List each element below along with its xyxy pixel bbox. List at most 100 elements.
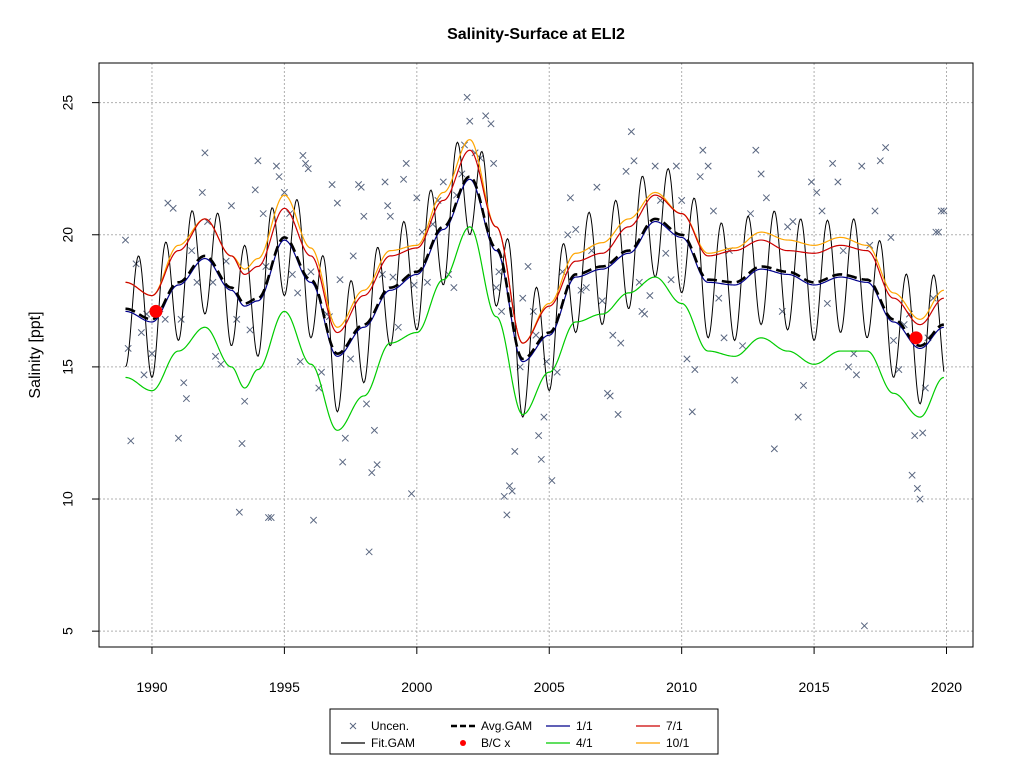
uncensored-point	[349, 252, 357, 260]
uncensored-point	[553, 368, 561, 376]
uncensored-point	[389, 273, 397, 281]
uncensored-point	[937, 207, 945, 215]
uncensored-point	[238, 439, 246, 448]
uncensored-point	[402, 159, 410, 167]
uncensored-point	[394, 323, 402, 331]
uncensored-point	[336, 276, 344, 284]
y-tick-label: 10	[60, 491, 76, 507]
uncensored-point	[362, 400, 371, 408]
uncensored-point	[537, 455, 545, 463]
uncensored-point	[365, 548, 373, 556]
uncensored-point	[535, 432, 543, 440]
uncensored-point	[866, 241, 874, 249]
uncensored-point	[127, 437, 135, 445]
uncensored-point	[328, 181, 336, 189]
uncensored-point	[818, 207, 826, 215]
uncensored-point	[882, 144, 890, 152]
uncensored-point	[495, 268, 503, 276]
uncensored-point	[384, 202, 392, 210]
uncensored-point	[463, 93, 471, 101]
uncensored-point	[839, 247, 847, 255]
uncensored-point	[360, 212, 368, 220]
legend-swatch-bc	[460, 740, 466, 746]
y-tick-label: 5	[60, 627, 76, 635]
uncensored-point	[852, 371, 861, 379]
uncensored-point	[423, 278, 431, 286]
uncensored-point	[180, 379, 188, 387]
x-tick-label: 1990	[136, 679, 167, 695]
uncensored-point	[617, 339, 625, 347]
legend-label: 1/1	[576, 719, 593, 733]
uncensored-point	[487, 120, 495, 128]
uncensored-point	[275, 173, 283, 181]
series-7-1-line	[125, 149, 944, 344]
y-tick-label: 15	[60, 359, 76, 375]
uncensored-point	[498, 307, 506, 315]
uncensored-point	[339, 458, 347, 466]
uncensored-point	[193, 278, 201, 286]
uncensored-point	[641, 310, 649, 318]
plot-frame	[98, 62, 974, 648]
legend-box	[329, 708, 719, 755]
uncensored-point	[511, 447, 519, 456]
uncensored-point	[908, 471, 916, 479]
uncensored-point	[688, 408, 696, 416]
uncensored-point	[709, 207, 718, 215]
uncensored-point	[148, 350, 156, 358]
uncensored-point	[299, 151, 307, 160]
legend: Uncen. Fit.GAM Avg.GAM B/C x 1/1 4/1 7/1 10/1	[329, 708, 719, 755]
uncensored-point	[696, 173, 704, 181]
x-tick-label: 2020	[931, 679, 962, 695]
uncensored-point	[222, 257, 230, 265]
uncensored-point	[548, 476, 556, 485]
chart-title: Salinity-Surface at ELI2	[447, 26, 625, 43]
uncensored-point	[381, 178, 389, 186]
uncensored-point	[492, 284, 500, 292]
uncensored-point	[524, 262, 532, 271]
x-tick-label: 2005	[534, 679, 565, 695]
uncensored-point	[347, 355, 355, 363]
uncensored-point	[739, 342, 747, 350]
uncensored-point	[503, 511, 511, 519]
uncensored-point	[174, 434, 183, 442]
uncensored-point	[211, 352, 220, 360]
legend-label: 7/1	[666, 719, 683, 733]
uncensored-point	[940, 207, 948, 215]
uncensored-point	[807, 178, 815, 186]
uncensored-point	[410, 281, 418, 289]
x-tick-label: 2000	[401, 679, 432, 695]
uncensored-point	[246, 326, 254, 334]
uncensored-point	[889, 336, 898, 345]
uncensored-point	[124, 344, 132, 352]
x-tick-label: 1995	[269, 679, 300, 695]
uncensored-point	[267, 513, 275, 522]
uncensored-point	[582, 284, 590, 292]
bc-point	[909, 331, 923, 345]
uncensored-point	[259, 210, 267, 218]
uncensored-point	[241, 397, 249, 405]
uncensored-point	[294, 289, 302, 297]
uncensored-point	[251, 186, 259, 194]
uncensored-point	[913, 484, 921, 493]
bc-point	[149, 304, 163, 318]
uncensored-point	[341, 434, 349, 442]
legend-label: Uncen.	[371, 719, 409, 733]
uncensored-point	[672, 162, 680, 170]
uncensored-point	[627, 128, 635, 136]
y-tick-label: 25	[60, 95, 76, 111]
uncensored-point	[823, 299, 831, 308]
uncensored-point	[264, 513, 273, 522]
legend-label: 4/1	[576, 736, 593, 750]
uncensored-point	[450, 284, 458, 292]
uncensored-point	[598, 297, 606, 305]
series-4-1-line	[125, 226, 944, 431]
uncensored-point	[333, 199, 341, 207]
uncensored-point	[829, 159, 837, 167]
uncensored-point	[500, 492, 508, 500]
uncensored-point	[529, 307, 537, 315]
uncensored-point	[572, 225, 580, 234]
uncensored-point	[667, 276, 675, 284]
uncensored-point	[752, 146, 760, 154]
uncensored-point	[198, 188, 206, 197]
